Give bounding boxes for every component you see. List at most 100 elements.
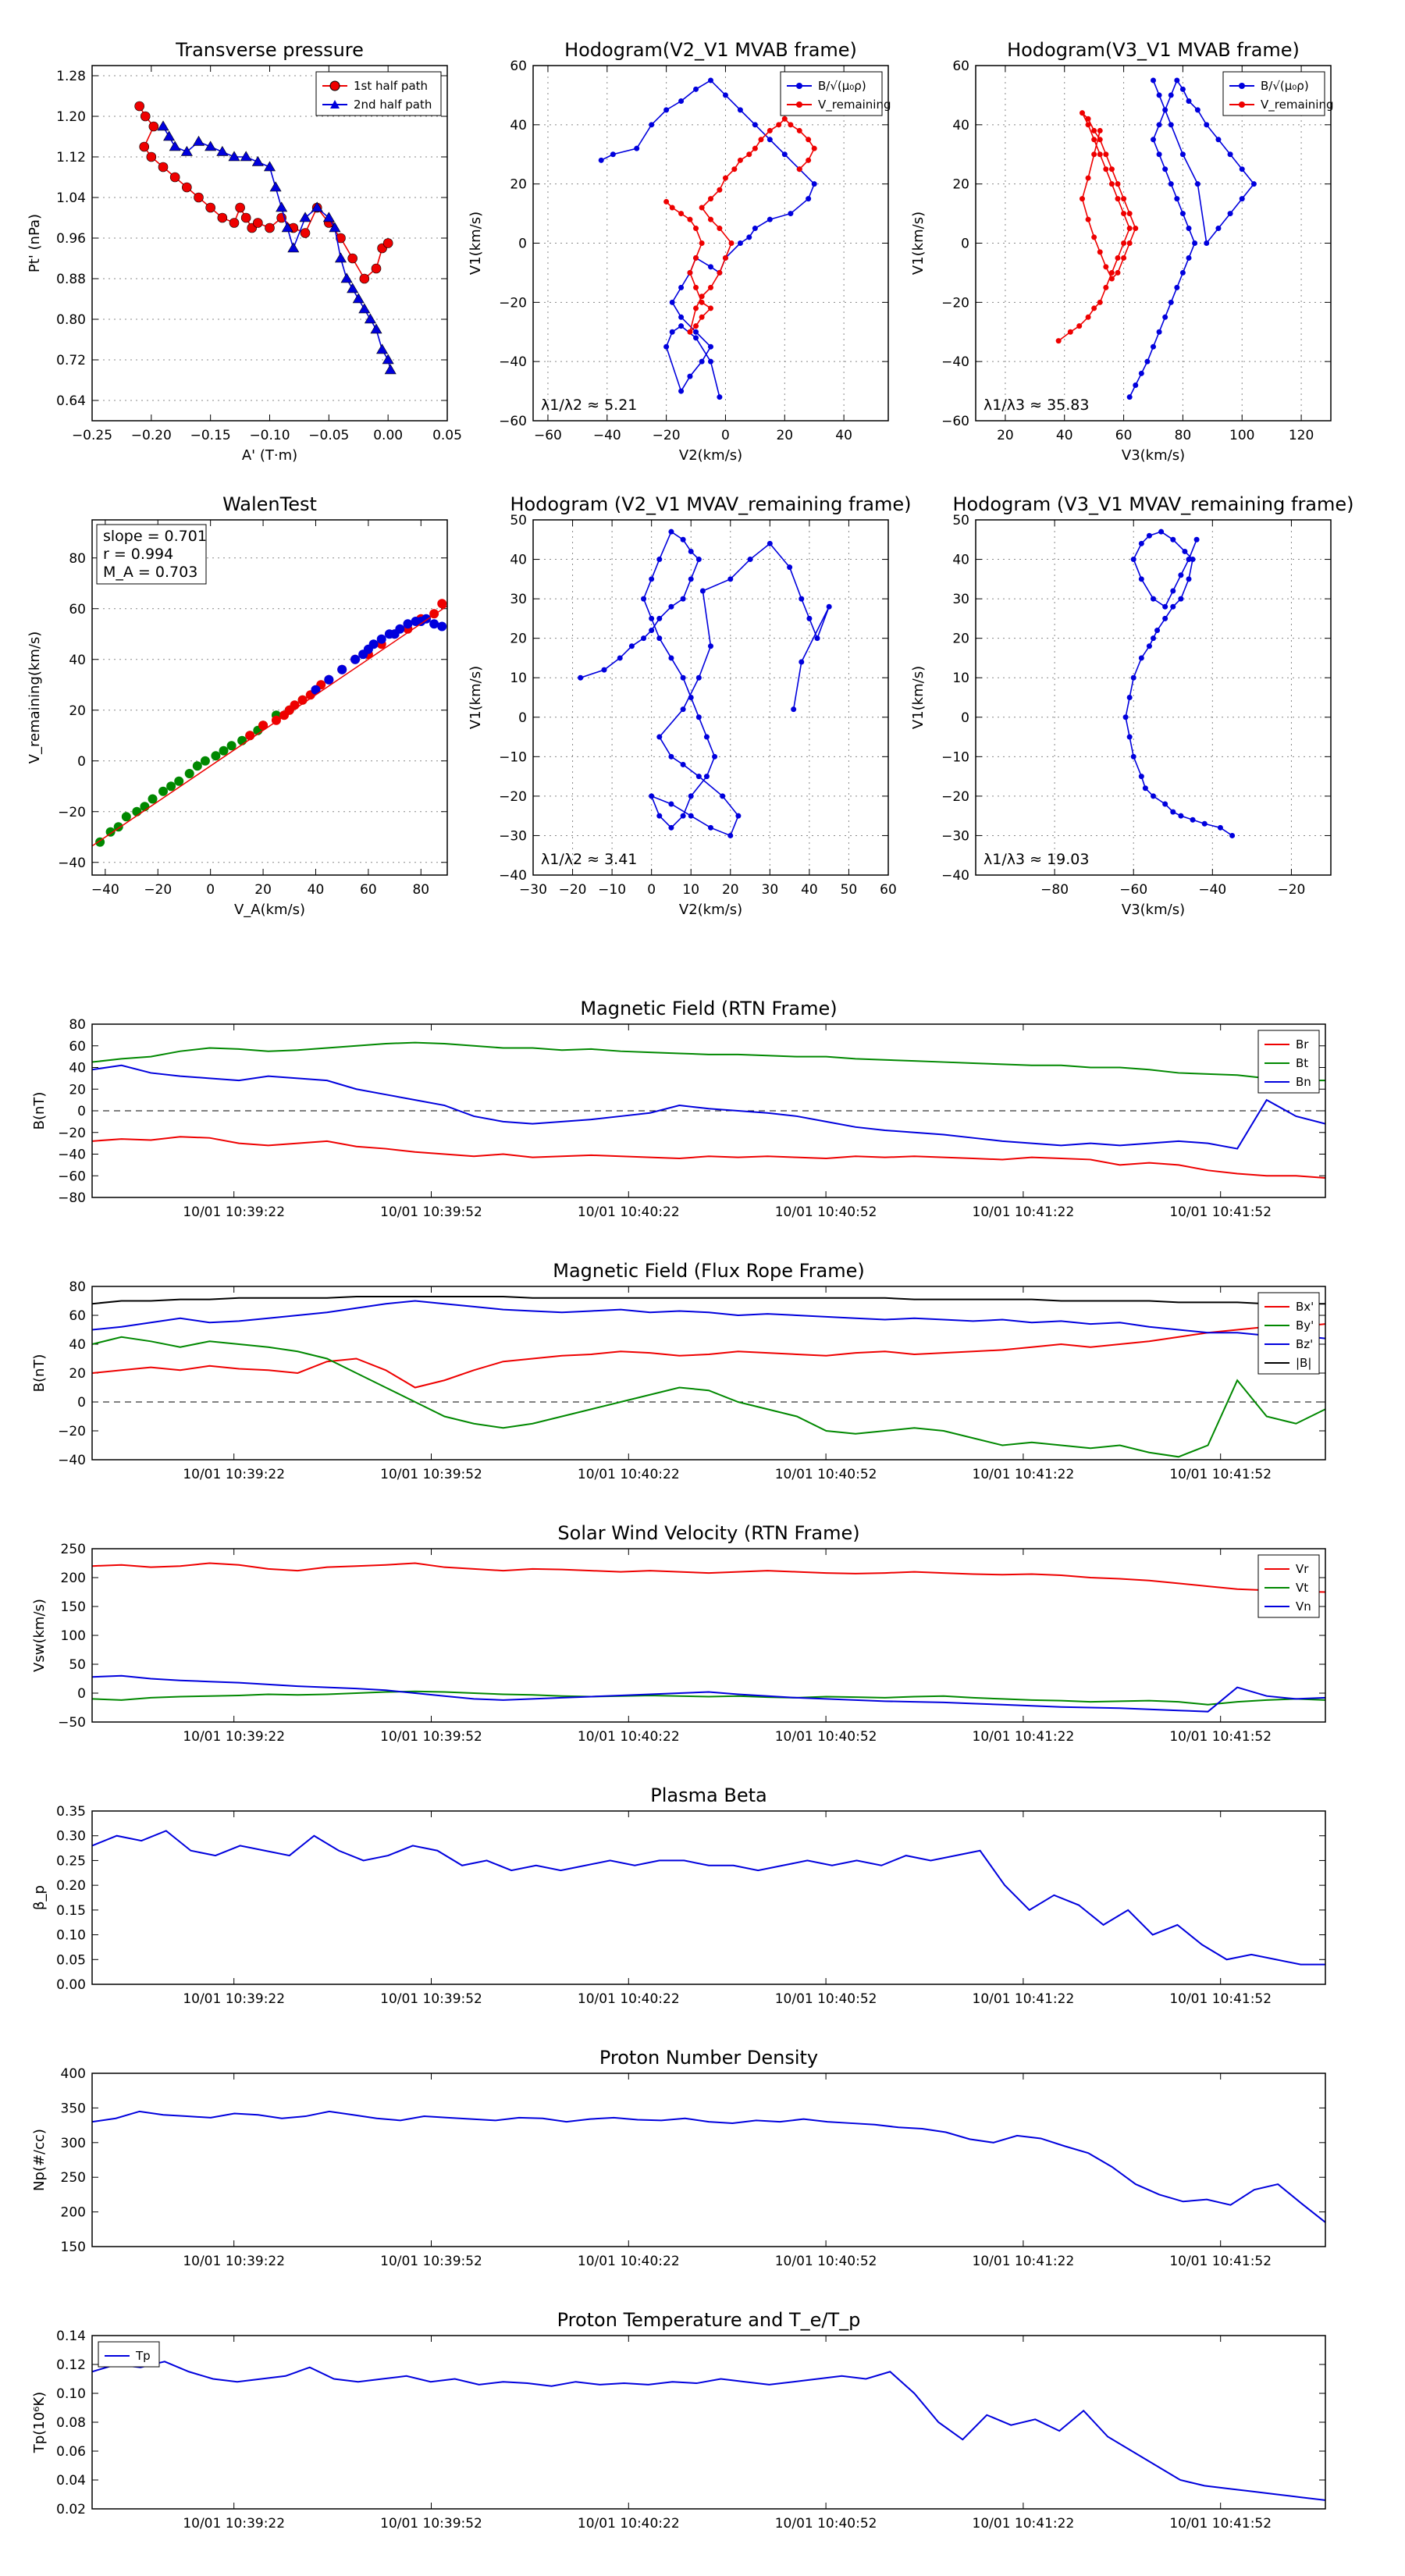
x-tick-label: −20 bbox=[144, 882, 172, 898]
data-point bbox=[1126, 695, 1133, 700]
y-tick-label: 0.06 bbox=[56, 2444, 86, 2460]
data-point bbox=[1162, 107, 1168, 113]
y-tick-label: 0.15 bbox=[56, 1903, 86, 1919]
data-point bbox=[1151, 635, 1156, 642]
data-point bbox=[806, 157, 812, 163]
y-tick-label: −60 bbox=[58, 1169, 86, 1184]
series-line-Bn bbox=[92, 1064, 1325, 1150]
data-point bbox=[132, 806, 142, 817]
data-point bbox=[1122, 714, 1129, 720]
x-tick-label: 10/01 10:41:52 bbox=[1169, 2254, 1272, 2269]
chart-h1: Hodogram(V2_V1 MVAB frame) −60 −40 −20 0 20 40… bbox=[468, 39, 891, 464]
data-point bbox=[1144, 358, 1151, 365]
data-point bbox=[699, 299, 705, 305]
y-tick-label: 0.30 bbox=[56, 1829, 86, 1845]
y-tick-label: 0.88 bbox=[56, 272, 86, 287]
data-point bbox=[395, 624, 405, 634]
data-point bbox=[688, 813, 694, 819]
data-point bbox=[708, 264, 713, 270]
legend-label: Tp bbox=[135, 2349, 151, 2363]
data-point bbox=[1201, 820, 1208, 827]
x-tick-label: −80 bbox=[1040, 882, 1069, 898]
series-line-Bz bbox=[92, 1300, 1325, 1340]
data-point bbox=[1170, 588, 1176, 594]
x-tick-label: 10/01 10:40:52 bbox=[775, 1729, 877, 1745]
data-point bbox=[194, 192, 204, 203]
data-point bbox=[1091, 127, 1097, 133]
data-point bbox=[1067, 329, 1073, 335]
data-point bbox=[1179, 151, 1186, 158]
x-tick-label: 40 bbox=[801, 882, 818, 898]
data-point bbox=[263, 161, 276, 172]
x-axis-label: A' (T·m) bbox=[242, 447, 297, 464]
data-point bbox=[1126, 211, 1133, 217]
legend-marker bbox=[1239, 83, 1245, 89]
data-point bbox=[1121, 211, 1127, 217]
y-tick-label: 50 bbox=[952, 513, 969, 528]
legend: 1st half path 2nd half path bbox=[315, 71, 442, 116]
x-tick-label: 10/01 10:41:52 bbox=[1169, 1729, 1272, 1745]
legend-label: |B| bbox=[1296, 1356, 1311, 1370]
y-axis-label: V1(km/s) bbox=[910, 666, 927, 729]
data-point bbox=[680, 536, 686, 543]
data-point bbox=[693, 226, 699, 232]
data-point bbox=[237, 735, 247, 745]
data-point bbox=[1115, 269, 1121, 276]
data-point bbox=[693, 305, 699, 311]
data-point bbox=[678, 388, 685, 394]
legend: Tp bbox=[98, 2341, 160, 2368]
y-tick-label: 80 bbox=[69, 1279, 86, 1295]
data-point bbox=[695, 557, 702, 563]
data-point bbox=[281, 222, 293, 233]
y-axis-label: Vsw(km/s) bbox=[31, 1599, 48, 1672]
data-point bbox=[663, 343, 670, 350]
y-tick-label: 250 bbox=[61, 2170, 86, 2186]
y-axis-label: Np(#/cc) bbox=[31, 2129, 48, 2191]
plot-area bbox=[92, 1041, 1325, 1179]
series-line-Vremaining bbox=[1058, 112, 1136, 342]
data-point bbox=[269, 181, 282, 192]
x-tick-label: 10/01 10:39:52 bbox=[380, 1729, 482, 1745]
chart-title: Hodogram(V2_V1 MVAB frame) bbox=[564, 39, 857, 61]
series-line-p bbox=[92, 1830, 1325, 1966]
data-point bbox=[192, 761, 202, 771]
data-point bbox=[1115, 181, 1121, 187]
data-point bbox=[1055, 338, 1062, 344]
data-point bbox=[352, 293, 365, 304]
data-point bbox=[717, 269, 723, 276]
plot-frame bbox=[532, 65, 889, 422]
data-point bbox=[1154, 628, 1161, 634]
y-tick-label: −20 bbox=[499, 295, 527, 311]
plot-area bbox=[92, 2110, 1325, 2223]
data-point bbox=[649, 628, 655, 634]
data-point bbox=[628, 643, 635, 649]
chart-title: Hodogram(V3_V1 MVAB frame) bbox=[1007, 39, 1300, 61]
data-point bbox=[1170, 603, 1176, 610]
data-point bbox=[1239, 196, 1245, 202]
y-tick-label: 30 bbox=[952, 592, 969, 607]
x-tick-label: 60 bbox=[880, 882, 897, 898]
x-tick-label: 10/01 10:41:22 bbox=[973, 1729, 1075, 1745]
chart-np: Proton Number Density 150 200 250 300 350 400 1… bbox=[31, 2047, 1326, 2269]
legend-label: Bn bbox=[1296, 1075, 1311, 1089]
y-tick-label: 20 bbox=[510, 177, 527, 193]
y-tick-label: −20 bbox=[499, 789, 527, 805]
data-point bbox=[668, 603, 674, 610]
data-point bbox=[649, 615, 655, 621]
x-tick-label: −40 bbox=[1198, 882, 1226, 898]
data-point bbox=[1097, 127, 1103, 133]
data-point bbox=[1091, 305, 1097, 311]
x-tick-label: 20 bbox=[997, 428, 1014, 443]
y-tick-label: −20 bbox=[58, 1424, 86, 1439]
data-point bbox=[1178, 596, 1184, 602]
x-tick-label: −40 bbox=[593, 428, 621, 443]
data-point bbox=[1080, 110, 1085, 116]
data-point bbox=[334, 252, 347, 263]
data-point bbox=[1097, 137, 1103, 143]
data-point bbox=[781, 151, 788, 158]
data-point bbox=[634, 145, 640, 151]
data-point bbox=[1186, 98, 1192, 104]
x-tick-label: 120 bbox=[1289, 428, 1314, 443]
x-tick-label: 60 bbox=[1115, 428, 1133, 443]
y-tick-label: −60 bbox=[499, 414, 527, 429]
